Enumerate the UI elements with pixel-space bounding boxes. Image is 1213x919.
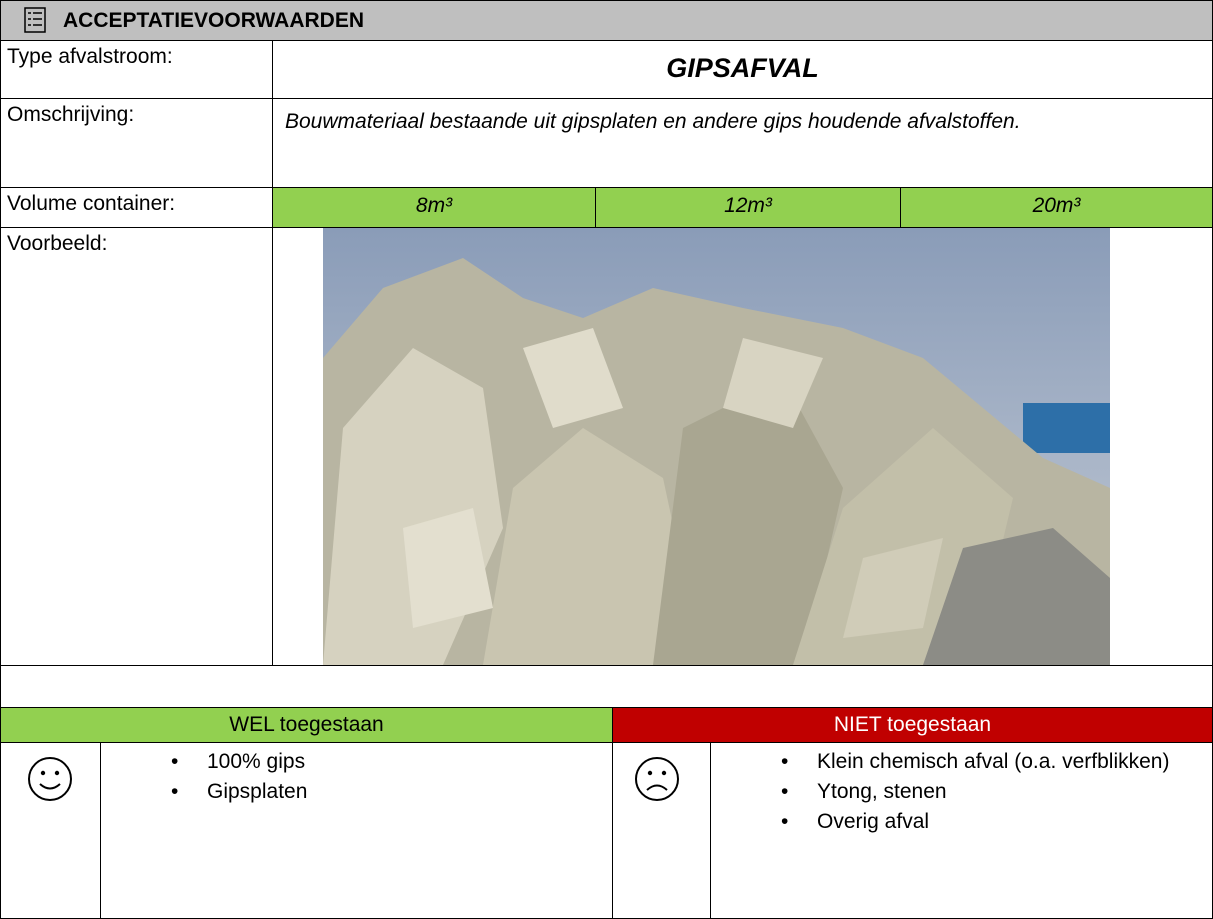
not-allowed-list: Klein chemisch afval (o.a. verfblikken) …	[710, 742, 1213, 919]
checklist-icon	[24, 7, 46, 33]
volume-option: 20m³	[900, 187, 1213, 228]
not-allowed-item: Overig afval	[771, 807, 1172, 837]
waste-type: GIPSAFVAL	[272, 40, 1213, 99]
smiley-icon	[28, 757, 72, 801]
example-photo	[323, 228, 1110, 665]
row-label: Type afvalstroom:	[0, 40, 273, 99]
header-title: ACCEPTATIEVOORWAARDEN	[63, 9, 365, 32]
spacer-row	[0, 665, 1213, 708]
row-label: Volume container:	[0, 187, 273, 228]
smiley-cell	[0, 742, 101, 919]
header-bar: ACCEPTATIEVOORWAARDEN	[0, 0, 1213, 41]
not-allowed-item: Ytong, stenen	[771, 777, 1172, 807]
description: Bouwmateriaal bestaande uit gipsplaten e…	[272, 98, 1213, 188]
volume-option: 8m³	[272, 187, 596, 228]
allowed-header: WEL toegestaan	[0, 707, 613, 743]
allowed-item: Gipsplaten	[161, 777, 612, 807]
row-label: Omschrijving:	[0, 98, 273, 188]
frown-cell	[612, 742, 711, 919]
allowed-item: 100% gips	[161, 747, 612, 777]
description-text: Bouwmateriaal bestaande uit gipsplaten e…	[285, 110, 1021, 133]
not-allowed-header: NIET toegestaan	[612, 707, 1213, 743]
volume-option: 12m³	[595, 187, 901, 228]
not-allowed-item: Klein chemisch afval (o.a. verfblikken)	[771, 747, 1172, 777]
example-cell	[272, 227, 1213, 666]
allowed-list: 100% gips Gipsplaten	[100, 742, 613, 919]
row-label: Voorbeeld:	[0, 227, 273, 666]
frown-icon	[635, 757, 679, 801]
